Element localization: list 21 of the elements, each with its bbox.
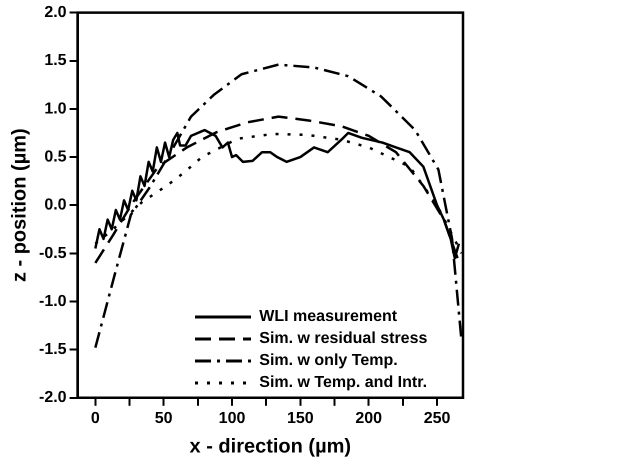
legend-label: WLI measurement	[259, 306, 398, 327]
x-axis-title: x - direction (µm)	[190, 436, 352, 458]
y-tick-label: 1.5	[44, 52, 67, 70]
x-tick-label: 0	[90, 410, 100, 427]
y-tick-label: 0.0	[44, 196, 67, 214]
x-tick-label: 200	[355, 410, 382, 427]
x-tick-label: 50	[154, 410, 173, 427]
x-tick-label: 250	[424, 410, 450, 427]
x-tick-label: 150	[287, 410, 314, 427]
x-tick-label: 100	[218, 410, 246, 427]
y-tick-label: 2.0	[44, 4, 67, 22]
y-tick-label: -0.5	[38, 244, 67, 262]
y-tick-label: -2.0	[38, 389, 67, 406]
y-tick-label: -1.0	[38, 292, 67, 310]
y-tick-label: 1.0	[44, 100, 67, 118]
y-tick-label: 0.5	[44, 148, 67, 166]
legend-label: Sim. w residual stress	[259, 328, 428, 349]
y-axis-title: z - position (µm)	[8, 128, 31, 282]
legend-label: Sim. w only Temp.	[259, 350, 398, 371]
legend-label: Sim. w Temp. and Intr.	[259, 372, 428, 393]
y-tick-label: -1.5	[38, 341, 67, 358]
